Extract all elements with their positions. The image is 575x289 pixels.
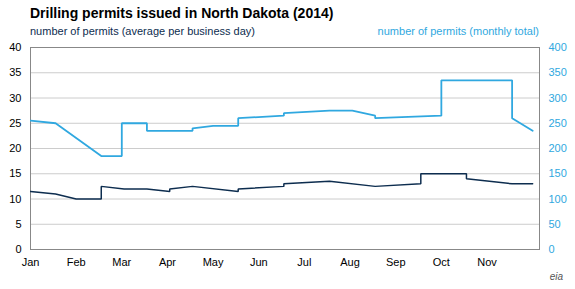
html-text:eia: eia: [549, 271, 563, 282]
svg-text:250: 250: [549, 117, 567, 129]
svg-text:Aug: Aug: [340, 256, 360, 268]
svg-text:50: 50: [549, 218, 561, 230]
svg-text:0: 0: [15, 243, 21, 255]
svg-text:35: 35: [9, 66, 21, 78]
html-text:Drilling permits issued in Nor: Drilling permits issued in North Dakota …: [30, 5, 334, 21]
svg-text:30: 30: [9, 92, 21, 104]
svg-text:Nov: Nov: [477, 256, 497, 268]
html-text:number of permits (monthly tot: number of permits (monthly total): [377, 25, 539, 37]
svg-text:100: 100: [549, 193, 567, 205]
svg-text:20: 20: [9, 142, 21, 154]
svg-text:15: 15: [9, 167, 21, 179]
svg-text:Feb: Feb: [67, 256, 86, 268]
svg-text:Jul: Jul: [297, 256, 311, 268]
svg-text:Jun: Jun: [250, 256, 268, 268]
svg-text:Oct: Oct: [433, 256, 450, 268]
svg-text:200: 200: [549, 142, 567, 154]
svg-text:May: May: [203, 256, 224, 268]
svg-text:150: 150: [549, 167, 567, 179]
svg-text:40: 40: [9, 41, 21, 53]
svg-text:10: 10: [9, 193, 21, 205]
svg-text:Jan: Jan: [22, 256, 40, 268]
svg-text:Apr: Apr: [159, 256, 176, 268]
svg-text:300: 300: [549, 92, 567, 104]
svg-text:0: 0: [549, 243, 555, 255]
svg-text:25: 25: [9, 117, 21, 129]
svg-text:5: 5: [15, 218, 21, 230]
svg-text:350: 350: [549, 66, 567, 78]
svg-text:Sep: Sep: [386, 256, 406, 268]
svg-text:Mar: Mar: [112, 256, 131, 268]
svg-text:400: 400: [549, 41, 567, 53]
html-text:number of permits (average per: number of permits (average per business …: [30, 25, 255, 37]
